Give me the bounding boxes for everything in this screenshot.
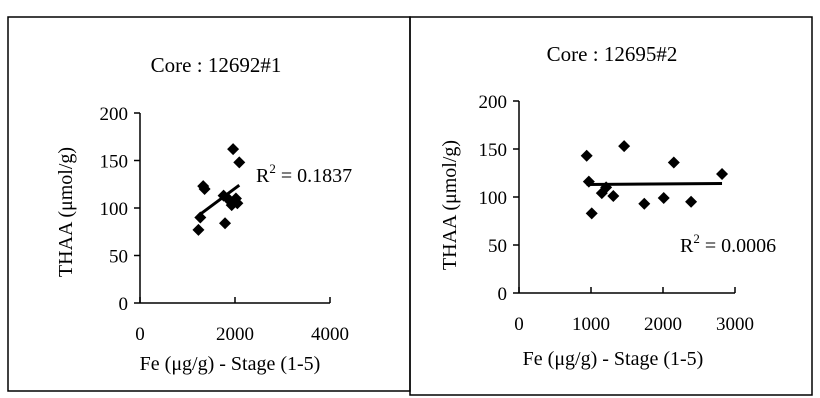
r-squared-prefix: R	[680, 235, 694, 257]
chart-title: Core : 12692#1	[151, 53, 282, 77]
y-tick-label: 100	[479, 188, 508, 209]
r-squared-superscript: 2	[693, 231, 700, 246]
data-point-marker	[585, 207, 598, 220]
data-point-marker	[231, 197, 244, 210]
x-tick-label: 0	[514, 314, 524, 335]
data-point-marker	[716, 167, 729, 180]
data-point-marker	[192, 223, 205, 236]
x-tick-label: 1000	[572, 314, 610, 335]
y-tick-label: 50	[488, 236, 507, 257]
chart-title: Core : 12695#2	[547, 42, 678, 66]
data-point-marker	[618, 140, 631, 153]
trendline	[586, 182, 723, 187]
data-point-marker	[638, 197, 651, 210]
y-tick-label: 200	[479, 92, 508, 113]
x-tick-label: 2000	[216, 324, 254, 345]
r-squared-prefix: R	[256, 165, 270, 187]
r-squared-superscript: 2	[269, 161, 276, 176]
data-point-marker	[233, 156, 246, 169]
y-axis-label: THAA (μmol/g)	[439, 140, 461, 270]
y-tick-label: 200	[100, 104, 129, 125]
r-squared-label: R2 = 0.1837	[256, 161, 352, 187]
data-point-marker	[580, 149, 593, 162]
chart-core-12692-1: Core : 12692#1 0 50 100 150 200 0 2000 4000 TH…	[55, 53, 352, 375]
y-axis-label: THAA (μmol/g)	[55, 147, 77, 277]
data-point-marker	[657, 191, 670, 204]
data-point-marker	[685, 195, 698, 208]
r-squared-value: = 0.1837	[276, 165, 352, 187]
data-point-marker	[194, 211, 207, 224]
x-tick-label: 3000	[716, 314, 754, 335]
y-tick-label: 0	[498, 284, 508, 305]
panel-right-border	[409, 16, 813, 396]
x-tick-label: 0	[135, 324, 145, 345]
data-point-marker	[607, 190, 620, 203]
x-axis-label: Fe (μg/g) - Stage (1-5)	[140, 353, 321, 375]
x-tick-label: 4000	[311, 324, 349, 345]
x-axis-label: Fe (μg/g) - Stage (1-5)	[523, 348, 704, 370]
trendline	[197, 183, 241, 217]
x-tick-label: 2000	[644, 314, 682, 335]
y-tick-label: 150	[100, 152, 129, 173]
y-tick-label: 50	[109, 247, 128, 268]
data-point-marker	[227, 143, 240, 156]
data-point-marker	[667, 156, 680, 169]
data-point-marker	[582, 175, 595, 188]
data-point-marker	[198, 183, 211, 195]
y-tick-label: 150	[479, 140, 508, 161]
data-point-marker	[219, 217, 232, 230]
y-tick-label: 100	[100, 199, 129, 220]
r-squared-value: = 0.0006	[700, 235, 776, 257]
data-point-marker	[600, 181, 613, 194]
y-tick-label: 0	[119, 294, 129, 315]
chart-core-12695-2: Core : 12695#2 0 50 100 150 200 0 1000 2000 300…	[439, 42, 776, 370]
r-squared-label: R2 = 0.0006	[680, 231, 776, 257]
